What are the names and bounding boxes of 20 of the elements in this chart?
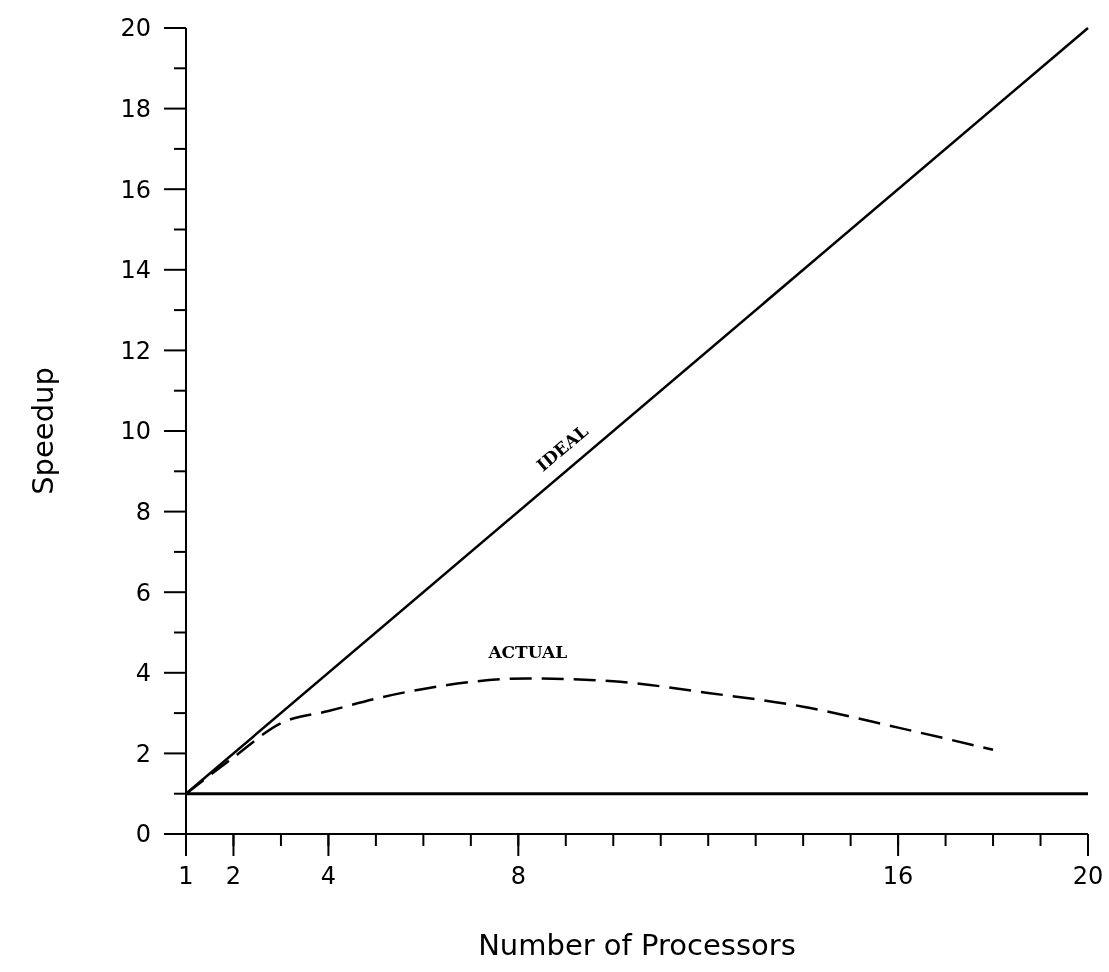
x-tick-label: 4 xyxy=(320,862,337,890)
y-tick-label: 12 xyxy=(120,336,151,365)
x-axis-title: Number of Processors xyxy=(478,928,796,962)
x-tick-label: 20 xyxy=(1072,862,1104,890)
y-tick-label: 8 xyxy=(135,498,151,526)
y-tick-label: 18 xyxy=(120,95,151,123)
x-tick-label: 8 xyxy=(510,862,526,890)
series-label: ACTUAL xyxy=(487,642,568,663)
y-tick-label: 16 xyxy=(120,175,151,204)
y-tick-label: 4 xyxy=(135,659,151,688)
y-tick-label: 2 xyxy=(135,739,151,768)
y-axis-title: Speedup xyxy=(26,367,60,495)
y-tick-label: 0 xyxy=(135,820,151,849)
y-tick-label: 10 xyxy=(120,417,151,446)
y-tick-label: 6 xyxy=(135,578,151,607)
x-tick-label: 1 xyxy=(178,862,194,890)
x-tick-label: 16 xyxy=(882,862,914,890)
y-tick-label: 20 xyxy=(120,14,151,43)
y-tick-label: 14 xyxy=(120,256,151,285)
x-tick-label: 2 xyxy=(225,862,242,890)
